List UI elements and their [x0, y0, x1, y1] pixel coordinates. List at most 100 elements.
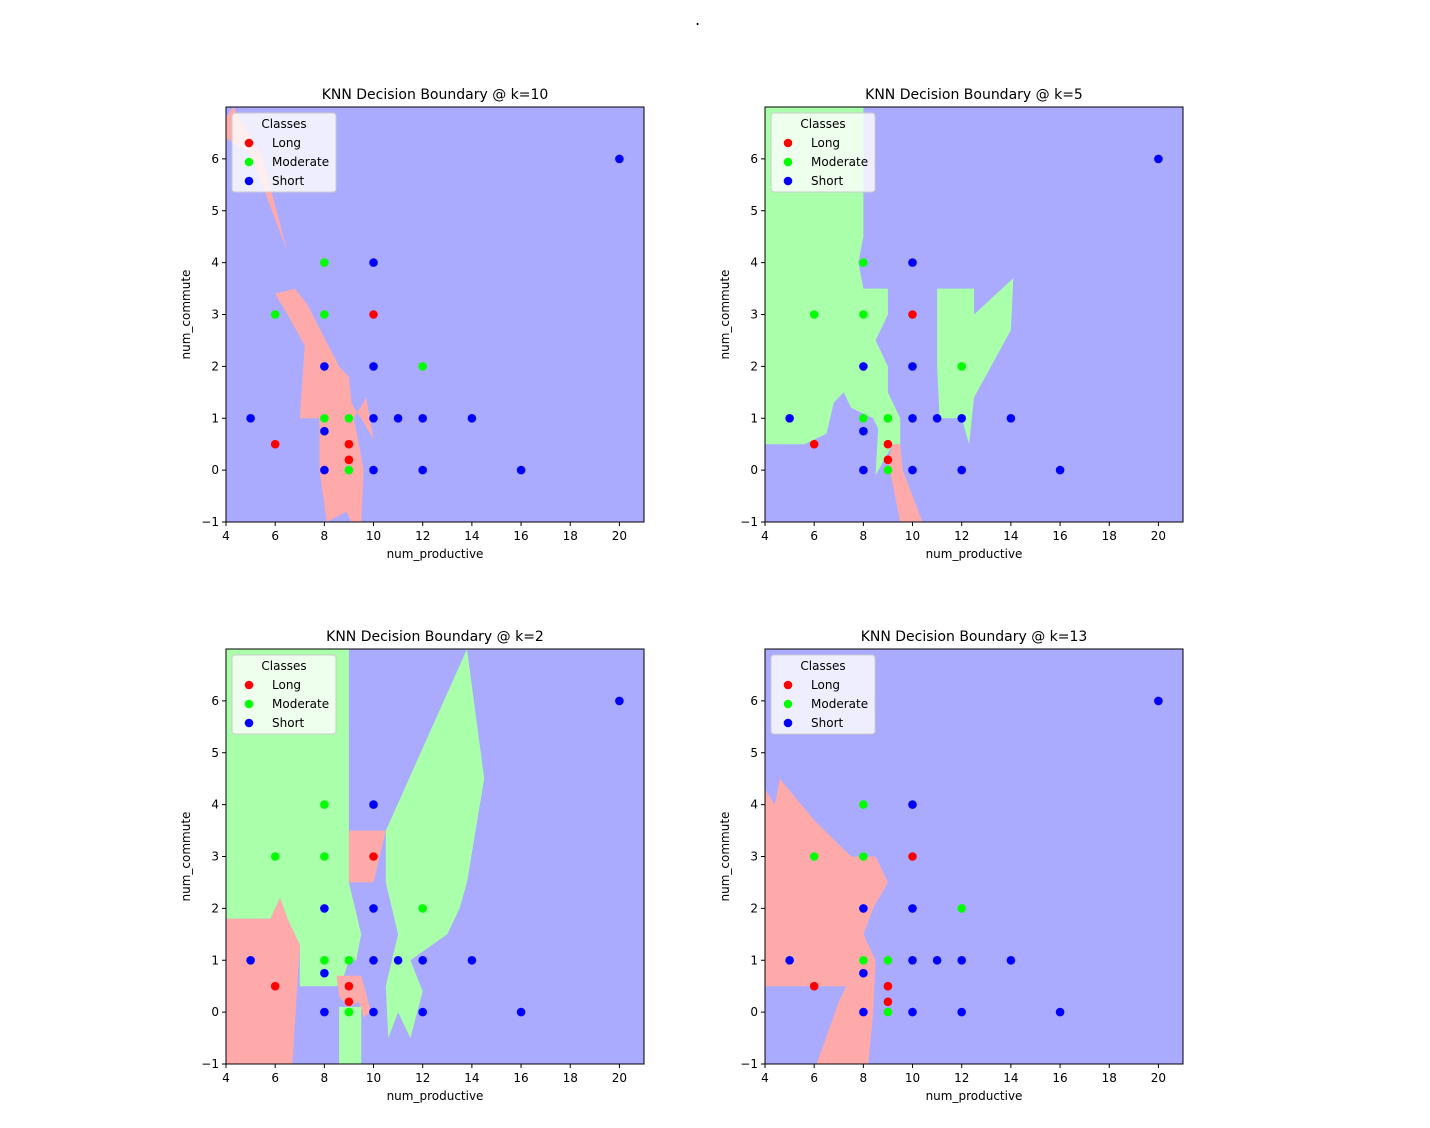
chart-title: KNN Decision Boundary @ k=5	[865, 87, 1083, 103]
legend-marker-long	[244, 138, 254, 148]
legend-marker-long	[783, 680, 793, 690]
y-axis-label: num_commute	[718, 270, 732, 360]
legend-marker-moderate	[244, 699, 254, 709]
y-tick-label: 4	[750, 256, 758, 270]
point-long-12	[344, 997, 354, 1007]
x-tick-label: 8	[860, 529, 868, 543]
x-tick-label: 8	[321, 529, 329, 543]
legend-label-short: Short	[272, 174, 304, 188]
point-moderate-3	[270, 310, 280, 319]
x-tick-label: 20	[1151, 1071, 1166, 1085]
y-tick-label: 4	[750, 798, 758, 812]
point-short-18	[369, 465, 378, 475]
scatter-points	[246, 154, 624, 475]
y-tick-label: −1	[201, 515, 219, 529]
y-tick-label: 6	[211, 152, 219, 166]
region-long-2	[348, 830, 386, 883]
point-short-8	[859, 968, 868, 978]
legend-title: Classes	[261, 117, 306, 131]
point-long-11	[344, 439, 354, 449]
y-tick-label: 3	[750, 850, 758, 864]
point-long-15	[908, 310, 917, 319]
point-moderate-7	[320, 414, 329, 423]
point-short-24	[1055, 1007, 1065, 1017]
legend-marker-short	[244, 718, 254, 728]
decision-regions	[765, 107, 1014, 522]
legend-label-short: Short	[811, 716, 843, 730]
y-tick-label: −1	[740, 515, 758, 529]
point-long-2	[270, 439, 280, 449]
legend-marker-short	[244, 176, 254, 186]
point-short-6	[320, 362, 329, 371]
point-short-22	[957, 465, 966, 475]
y-tick-label: 4	[211, 256, 219, 270]
stray-mark: .	[695, 10, 701, 29]
x-tick-label: 4	[761, 1071, 769, 1085]
region-moderate-5	[339, 1006, 362, 1064]
legend-title: Classes	[800, 659, 845, 673]
region-long-3	[887, 444, 923, 522]
y-tick-label: 2	[211, 359, 219, 373]
legend-label-short: Short	[811, 174, 843, 188]
legend-marker-short	[783, 176, 793, 186]
x-tick-label: 10	[366, 1071, 381, 1085]
x-axis-label: num_productive	[387, 547, 484, 561]
point-short-1	[246, 956, 255, 965]
y-tick-label: 5	[750, 746, 758, 760]
region-long-3	[226, 898, 300, 1064]
point-moderate-4	[859, 258, 868, 267]
point-moderate-3	[809, 310, 819, 319]
y-tick-label: 2	[750, 359, 758, 373]
region-moderate-6	[385, 649, 485, 1039]
x-tick-label: 10	[905, 529, 920, 543]
legend-label-moderate: Moderate	[811, 697, 868, 711]
point-moderate-10	[883, 414, 893, 423]
legend-label-long: Long	[811, 136, 840, 150]
y-tick-label: 5	[211, 746, 219, 760]
y-tick-label: 1	[211, 411, 219, 425]
legend-title: Classes	[800, 117, 845, 131]
point-moderate-4	[859, 800, 868, 809]
y-tick-label: 5	[750, 204, 758, 218]
point-short-24	[516, 465, 526, 475]
legend-label-long: Long	[811, 678, 840, 692]
point-short-19	[393, 414, 403, 423]
point-short-17	[908, 956, 917, 965]
point-long-15	[369, 310, 378, 319]
point-short-24	[516, 1007, 526, 1017]
chart-title: KNN Decision Boundary @ k=2	[326, 629, 544, 645]
point-short-17	[908, 414, 917, 423]
point-long-11	[883, 981, 893, 991]
legend: Classes Long Moderate Short	[231, 654, 337, 735]
y-axis-label: num_commute	[718, 812, 732, 902]
point-moderate-20	[957, 362, 966, 371]
point-short-17	[369, 414, 378, 423]
point-short-24	[1055, 465, 1065, 475]
point-long-12	[883, 455, 893, 465]
point-moderate-5	[320, 310, 329, 319]
point-moderate-13	[883, 1007, 893, 1017]
point-long-2	[809, 981, 819, 991]
legend: Classes Long Moderate Short	[231, 112, 337, 193]
point-moderate-7	[859, 414, 868, 423]
x-tick-label: 12	[415, 1071, 430, 1085]
point-short-21	[418, 956, 428, 965]
legend-box	[770, 654, 876, 735]
point-moderate-20	[418, 904, 428, 913]
point-short-23	[1006, 414, 1016, 423]
y-tick-label: 4	[211, 798, 219, 812]
point-short-9	[320, 1007, 329, 1017]
point-long-12	[344, 455, 354, 465]
point-short-17	[369, 956, 378, 965]
legend-marker-short	[783, 718, 793, 728]
point-short-25	[1154, 696, 1163, 706]
scatter-points	[785, 696, 1163, 1017]
x-tick-label: 6	[271, 529, 279, 543]
x-axis-label: num_productive	[926, 1089, 1023, 1103]
x-tick-label: 18	[563, 1071, 578, 1085]
point-short-16	[908, 904, 917, 913]
region-long-2	[250, 262, 374, 522]
scatter-points	[785, 154, 1163, 475]
x-tick-label: 4	[761, 529, 769, 543]
y-tick-label: 3	[750, 308, 758, 322]
